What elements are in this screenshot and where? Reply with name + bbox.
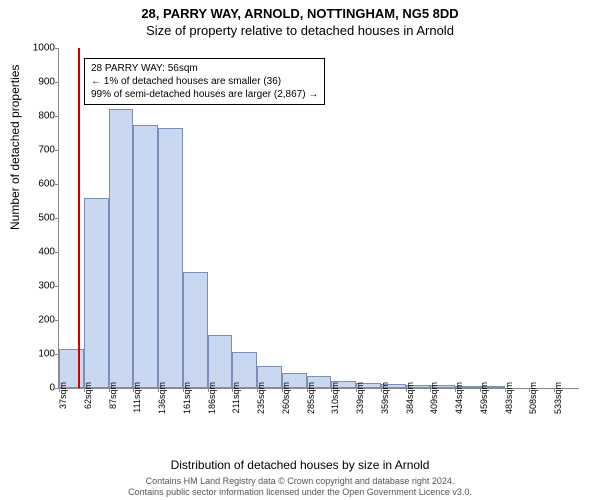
annotation-line: 99% of semi-detached houses are larger (… xyxy=(91,88,318,101)
y-tick-label: 600 xyxy=(21,179,55,190)
marker-line xyxy=(78,48,80,388)
y-tick-mark xyxy=(55,82,59,83)
y-axis-label: Number of detached properties xyxy=(8,65,22,230)
x-tick-label: 459sqm xyxy=(479,382,489,420)
x-tick-label: 359sqm xyxy=(380,382,390,420)
x-tick-label: 285sqm xyxy=(306,382,316,420)
y-tick-mark xyxy=(55,252,59,253)
annotation-line: 28 PARRY WAY: 56sqm xyxy=(91,62,318,75)
x-tick-label: 409sqm xyxy=(429,382,439,420)
x-tick-label: 111sqm xyxy=(132,382,142,420)
x-tick-label: 434sqm xyxy=(454,382,464,420)
histogram-bar xyxy=(133,125,158,389)
x-tick-label: 87sqm xyxy=(108,382,118,420)
x-tick-label: 508sqm xyxy=(528,382,538,420)
x-tick-label: 62sqm xyxy=(83,382,93,420)
x-tick-label: 211sqm xyxy=(231,382,241,420)
x-tick-label: 37sqm xyxy=(58,382,68,420)
y-tick-label: 800 xyxy=(21,111,55,122)
y-tick-mark xyxy=(55,184,59,185)
y-tick-mark xyxy=(55,286,59,287)
chart-title-main: 28, PARRY WAY, ARNOLD, NOTTINGHAM, NG5 8… xyxy=(0,0,600,21)
x-tick-label: 384sqm xyxy=(405,382,415,420)
x-tick-label: 186sqm xyxy=(207,382,217,420)
y-tick-label: 400 xyxy=(21,247,55,258)
histogram-bar xyxy=(208,335,233,388)
x-tick-label: 310sqm xyxy=(330,382,340,420)
histogram-bar xyxy=(84,198,109,388)
histogram-bar xyxy=(109,109,134,388)
x-tick-label: 533sqm xyxy=(553,382,563,420)
y-tick-label: 900 xyxy=(21,77,55,88)
plot-region: 0100200300400500600700800900100037sqm62s… xyxy=(58,48,579,389)
chart-area: 0100200300400500600700800900100037sqm62s… xyxy=(58,48,578,418)
footer-line2: Contains public sector information licen… xyxy=(0,487,600,498)
x-axis-label: Distribution of detached houses by size … xyxy=(0,458,600,472)
y-tick-label: 500 xyxy=(21,213,55,224)
annotation-line: ← 1% of detached houses are smaller (36) xyxy=(91,75,318,88)
annotation-box: 28 PARRY WAY: 56sqm← 1% of detached hous… xyxy=(84,58,325,105)
histogram-bar xyxy=(183,272,208,388)
x-tick-label: 483sqm xyxy=(504,382,514,420)
y-tick-label: 300 xyxy=(21,281,55,292)
x-tick-label: 235sqm xyxy=(256,382,266,420)
chart-title-sub: Size of property relative to detached ho… xyxy=(0,21,600,38)
x-tick-label: 339sqm xyxy=(355,382,365,420)
histogram-bar xyxy=(158,128,183,388)
y-tick-label: 0 xyxy=(21,383,55,394)
x-tick-label: 260sqm xyxy=(281,382,291,420)
y-tick-mark xyxy=(55,116,59,117)
footer-attribution: Contains HM Land Registry data © Crown c… xyxy=(0,476,600,498)
x-tick-label: 161sqm xyxy=(182,382,192,420)
footer-line1: Contains HM Land Registry data © Crown c… xyxy=(0,476,600,487)
y-tick-label: 700 xyxy=(21,145,55,156)
y-tick-label: 100 xyxy=(21,349,55,360)
y-tick-mark xyxy=(55,150,59,151)
y-tick-label: 200 xyxy=(21,315,55,326)
x-tick-label: 136sqm xyxy=(157,382,167,420)
y-tick-label: 1000 xyxy=(21,43,55,54)
y-tick-mark xyxy=(55,218,59,219)
y-tick-mark xyxy=(55,320,59,321)
y-tick-mark xyxy=(55,48,59,49)
